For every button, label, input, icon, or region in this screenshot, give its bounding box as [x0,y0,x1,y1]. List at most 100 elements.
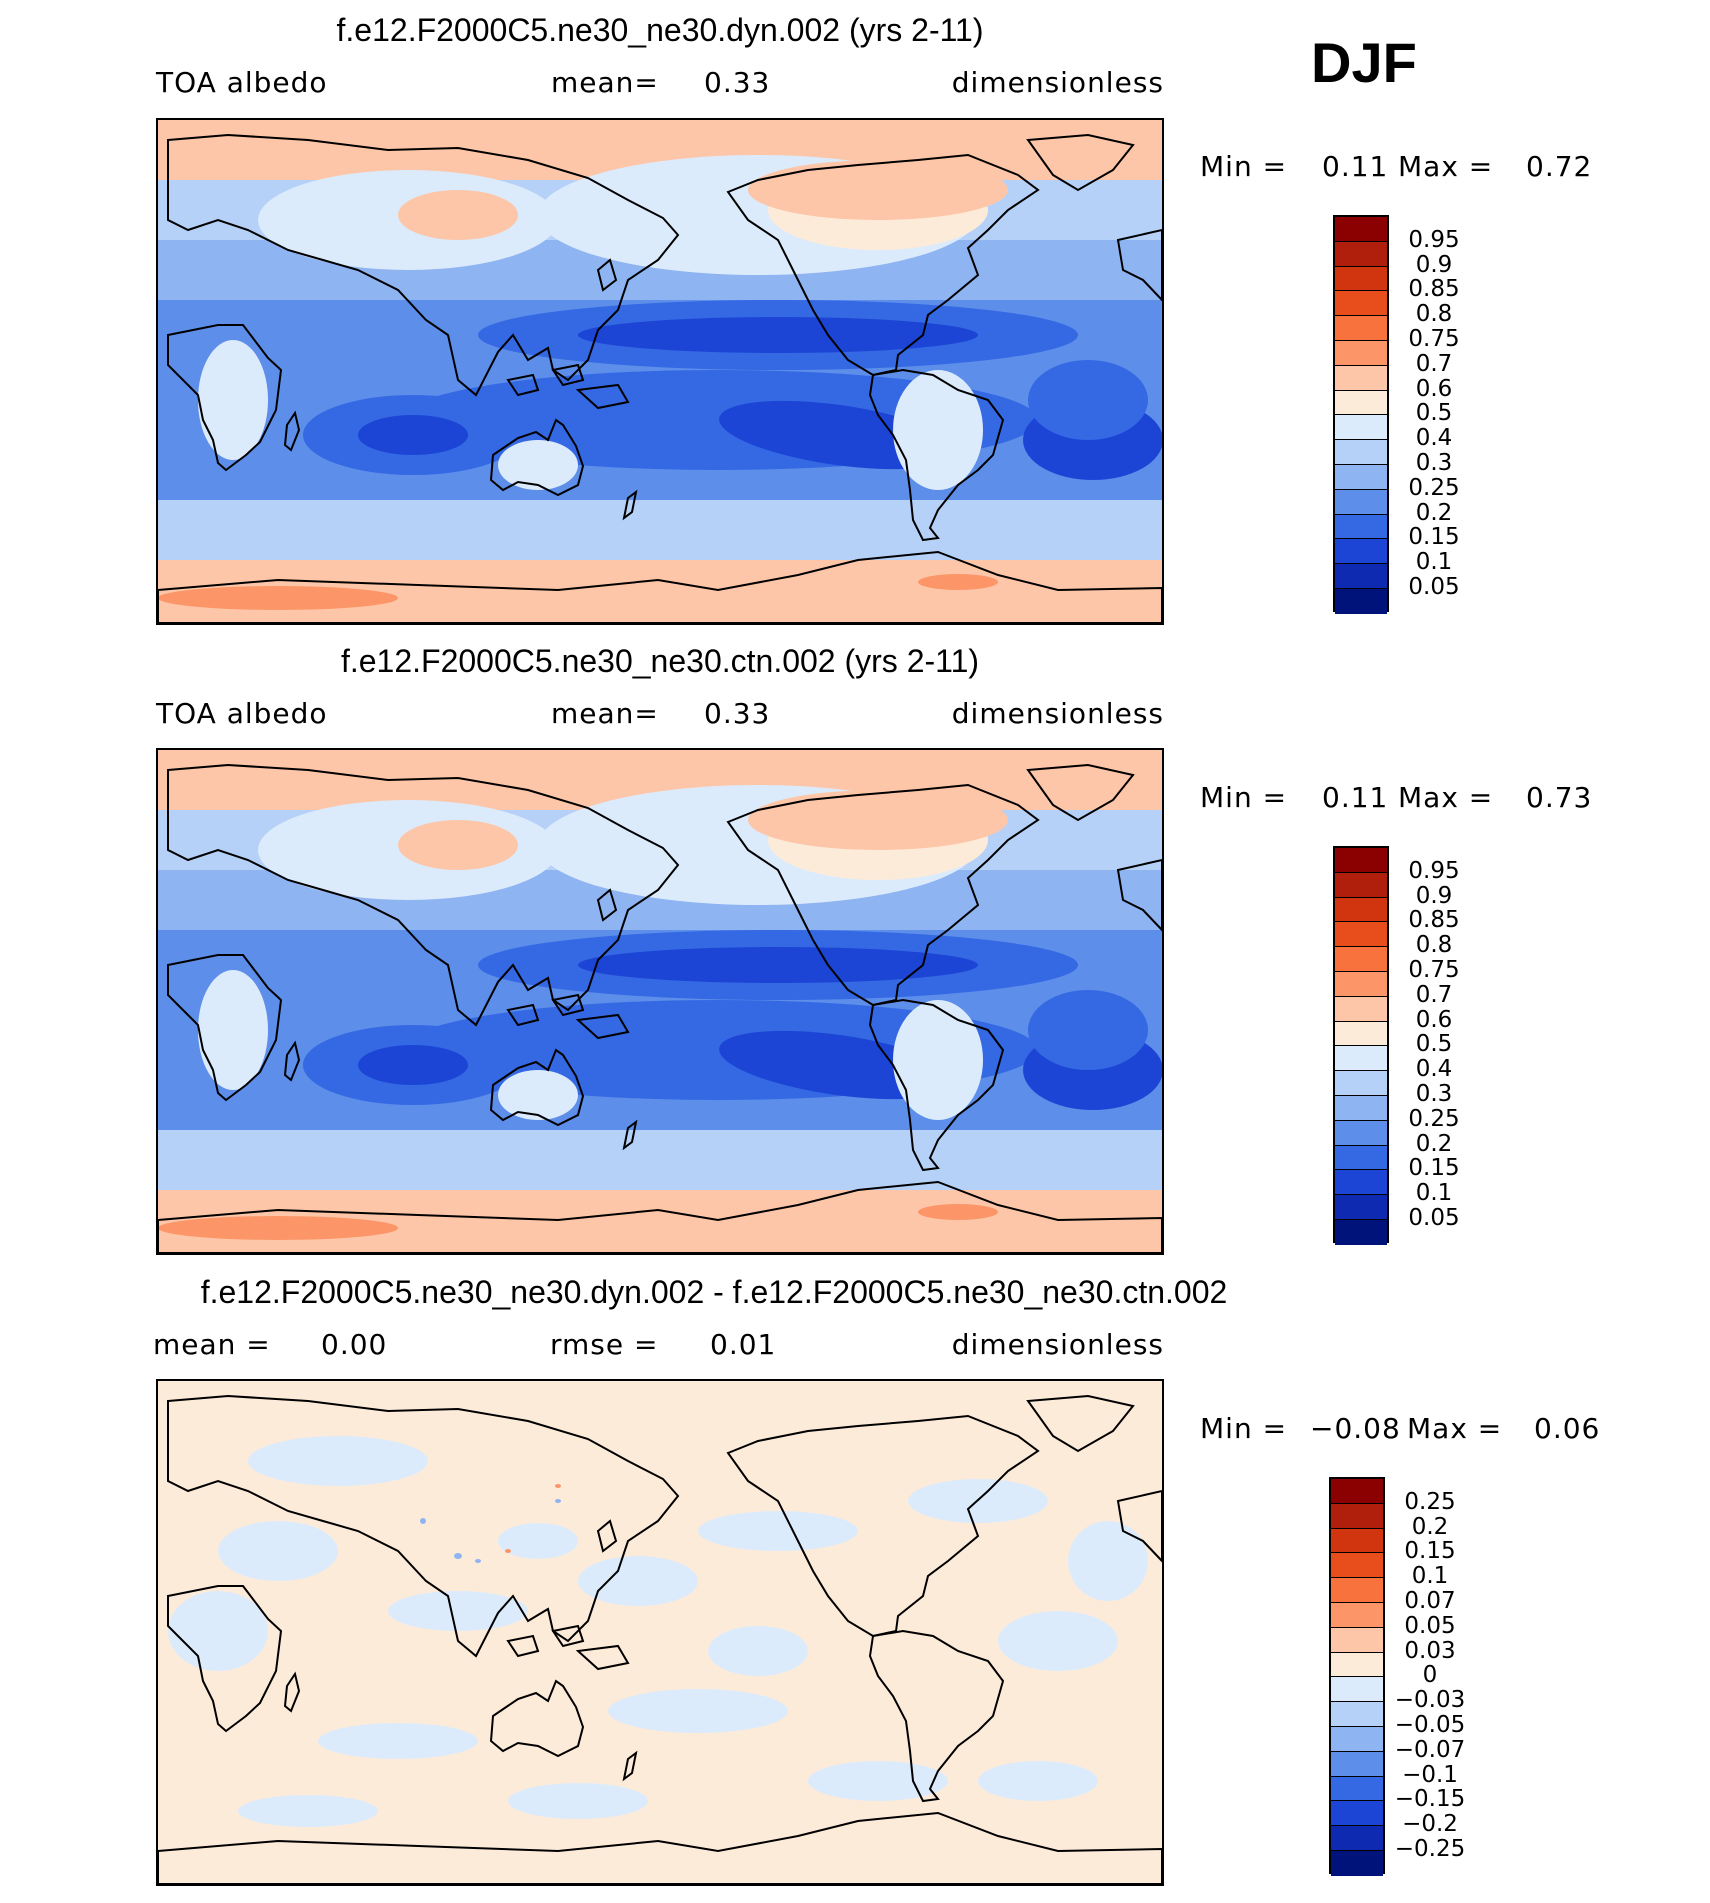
min-value: 0.11 [1322,150,1389,183]
colorbar-tick-label: 0.1 [1415,1180,1453,1207]
albedo-map [156,118,1164,625]
mean-label: mean = [153,1328,271,1361]
colorbar-tick-label: 0.15 [1404,1538,1456,1565]
colorbar-swatch [1335,872,1387,898]
colorbar-tick-label: 0.3 [1415,450,1453,476]
colorbar-tick-label: 0.2 [1415,499,1453,526]
units-label: dimensionless [951,66,1164,99]
colorbar-swatch [1335,564,1387,589]
colorbar-swatch [1331,1503,1383,1529]
colorbar-tick-label: −0.15 [1394,1786,1466,1813]
colorbar-swatch [1335,440,1387,465]
colorbar-swatch [1335,848,1387,873]
colorbar-tick-label: 0.15 [1408,524,1460,551]
colorbar-swatch [1335,217,1387,242]
colorbar-swatch [1331,1851,1383,1876]
difference-map [156,1379,1164,1886]
albedo-map [156,748,1164,1255]
colorbar-swatch [1335,365,1387,391]
colorbar-tick-label: 0.2 [1411,1513,1449,1540]
mean-value: 0.00 [321,1328,388,1361]
panel-title: f.e12.F2000C5.ne30_ne30.ctn.002 (yrs 2-1… [340,643,980,679]
colorbar-box [1333,215,1389,614]
colorbar-swatch [1335,539,1387,565]
field-label: TOA albedo [156,697,328,730]
colorbar-tick-label: 0.1 [1411,1563,1449,1590]
colorbar-swatch [1335,1220,1387,1245]
colorbar-tick-label: 0.85 [1408,907,1460,934]
colorbar-tick-label: 0.7 [1415,350,1453,377]
min-label: Min = [1200,781,1288,814]
panel-title: f.e12.F2000C5.ne30_ne30.dyn.002 - f.e12.… [200,1274,1228,1310]
colorbar-swatch [1335,316,1387,341]
colorbar-tick-label: 0.9 [1415,882,1453,909]
colorbar-swatch [1331,1528,1383,1554]
colorbar-tick-label: 0.25 [1408,474,1460,501]
colorbar-swatch [1335,465,1387,490]
min-value: −0.08 [1310,1412,1401,1445]
min-label: Min = [1200,1412,1288,1445]
colorbar-swatch [1335,266,1387,292]
colorbar-tick-label: 0.05 [1408,574,1460,600]
colorbar-tick-label: 0.25 [1404,1488,1456,1515]
colorbar-swatch [1331,1553,1383,1579]
colorbar-swatch [1335,1195,1387,1220]
colorbar-swatch [1331,1652,1383,1678]
colorbar-swatch [1335,489,1387,515]
colorbar-swatch [1335,1120,1387,1146]
colorbar-swatch [1335,947,1387,972]
units-label: dimensionless [951,697,1164,730]
colorbar-tick-label: 0.15 [1408,1155,1460,1182]
colorbar-tick-label: 0.8 [1415,932,1453,959]
colorbar-tick-label: 0.5 [1415,1031,1453,1058]
mean-label: mean= [551,697,659,730]
colorbar-swatch [1331,1776,1383,1802]
colorbar-swatch [1331,1479,1383,1504]
colorbar-box [1329,1477,1385,1876]
max-value: 0.72 [1526,150,1593,183]
colorbar-swatch [1335,1021,1387,1047]
colorbar-swatch [1331,1727,1383,1752]
max-label: Max = [1398,150,1494,183]
colorbar-swatch [1335,996,1387,1022]
colorbar-tick-label: 0.1 [1415,549,1453,576]
colorbar-tick-label: −0.07 [1394,1736,1466,1763]
colorbar-tick-label: 0.75 [1408,957,1460,983]
mean-value: 0.33 [704,66,771,99]
colorbar-swatch [1331,1578,1383,1603]
max-value: 0.73 [1526,781,1593,814]
colorbar-swatch [1335,589,1387,614]
max-label: Max = [1398,781,1494,814]
colorbar-tick-label: 0.5 [1415,400,1453,427]
field-label: TOA albedo [156,66,328,99]
colorbar-swatch [1335,415,1387,441]
colorbar-tick-label: 0.85 [1408,276,1460,303]
season-label: DJF [1311,31,1417,94]
colorbar-tick-label: 0.05 [1404,1612,1456,1639]
colorbar-tick-label: 0.95 [1408,857,1460,884]
colorbar-swatch [1335,922,1387,948]
colorbar-box [1333,846,1389,1245]
colorbar-tick-label: 0.75 [1408,326,1460,352]
colorbar-tick-label: 0.05 [1408,1205,1460,1231]
min-value: 0.11 [1322,781,1389,814]
rmse-value: 0.01 [710,1328,777,1361]
colorbar-tick-label: 0.25 [1408,1105,1460,1132]
colorbar-tick-label: 0.03 [1404,1637,1456,1664]
colorbar-swatch [1335,897,1387,923]
colorbar-tick-label: 0.3 [1415,1081,1453,1107]
colorbar-tick-label: 0.9 [1415,251,1453,278]
colorbar-tick-label: −0.2 [1402,1811,1458,1838]
units-label: dimensionless [951,1328,1164,1361]
colorbar-tick-label: 0.95 [1408,226,1460,253]
colorbar-swatch [1335,1071,1387,1096]
colorbar-swatch [1335,291,1387,317]
colorbar-tick-label: −0.1 [1402,1761,1458,1788]
colorbar-tick-label: 0.07 [1404,1588,1456,1614]
colorbar-swatch [1331,1801,1383,1827]
mean-value: 0.33 [704,697,771,730]
colorbar-swatch [1335,1145,1387,1171]
colorbar-swatch [1331,1826,1383,1851]
colorbar-swatch [1335,341,1387,366]
colorbar-swatch [1335,390,1387,416]
